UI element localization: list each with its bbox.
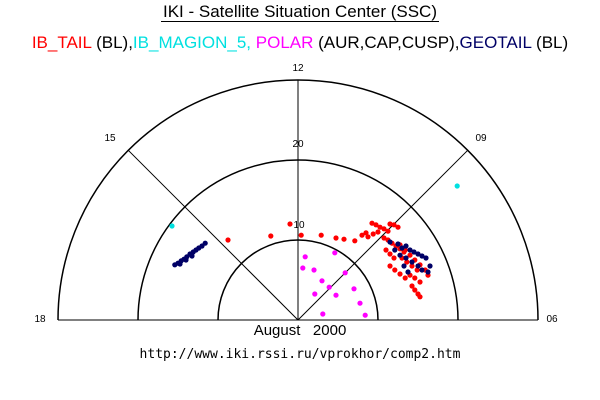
point-ib-tail — [373, 222, 379, 228]
point-polar — [312, 291, 318, 297]
point-ib-tail — [352, 238, 358, 244]
point-geotail — [423, 255, 429, 261]
grid — [57, 79, 539, 321]
point-ib-tail — [409, 283, 415, 289]
point-ib-tail — [387, 263, 393, 269]
point-ib-tail — [365, 234, 371, 240]
point-geotail — [189, 253, 195, 259]
point-ib-tail — [417, 294, 423, 300]
point-polar — [333, 292, 339, 298]
point-ib-tail — [385, 228, 391, 234]
point-ib-tail — [383, 247, 389, 253]
mlt-label-12: 12 — [292, 63, 304, 74]
legend-polar-suffix: (AUR,CAP,CUSP), — [313, 33, 460, 52]
point-geotail — [177, 261, 183, 267]
point-geotail — [405, 269, 411, 275]
radial-label-20: 20 — [292, 139, 304, 150]
point-polar — [320, 311, 326, 317]
point-ib-tail — [381, 235, 387, 241]
point-ib-tail — [375, 229, 381, 235]
radial-line-09 — [297, 149, 469, 321]
point-geotail — [409, 259, 415, 265]
point-polar — [326, 284, 332, 290]
point-geotail — [395, 241, 401, 247]
point-ib-tail — [407, 252, 413, 258]
source-url: http://www.iki.rssi.ru/vprokhor/comp2.ht… — [139, 347, 461, 362]
point-geotail — [183, 257, 189, 263]
point-ib-tail — [363, 230, 369, 236]
point-geotail — [397, 252, 403, 258]
point-ib-tail — [333, 235, 339, 241]
point-ib-tail — [412, 287, 418, 293]
point-polar — [362, 312, 368, 318]
point-geotail — [392, 247, 398, 253]
point-ib-tail — [392, 267, 398, 273]
point-ib-tail — [377, 224, 383, 230]
point-geotail — [419, 253, 425, 259]
point-polar — [351, 286, 357, 292]
point-ib-tail — [318, 232, 324, 238]
legend: IB_TAIL (BL),IB_MAGION_5, POLAR (AUR,CAP… — [0, 33, 600, 53]
point-polar — [311, 267, 317, 273]
point-geotail — [411, 249, 417, 255]
point-geotail — [399, 245, 405, 251]
data-points — [169, 183, 460, 318]
point-ib-tail — [225, 237, 231, 243]
point-ib-tail — [402, 275, 408, 281]
point-ib-tail — [404, 259, 410, 265]
point-ib-tail — [397, 271, 403, 277]
point-polar — [319, 278, 325, 284]
chart-title: IKI - Satellite Situation Center (SSC) — [160, 2, 439, 22]
point-ib-tail — [387, 221, 393, 227]
legend-geotail-suffix: (BL) — [531, 33, 569, 52]
point-geotail — [407, 247, 413, 253]
radial-line-15 — [127, 149, 299, 321]
point-ib-tail — [268, 233, 274, 239]
legend-ib-tail: IB_TAIL — [31, 33, 92, 52]
point-ib-tail — [370, 231, 376, 237]
legend-geotail: GEOTAIL — [459, 33, 532, 52]
point-ib-tail — [391, 255, 397, 261]
legend-polar: POLAR — [255, 33, 314, 52]
point-ib-tail — [414, 267, 420, 273]
point-ib-tail — [391, 222, 397, 228]
point-ib-tail — [381, 226, 387, 232]
point-polar — [332, 250, 338, 256]
point-ib-tail — [298, 232, 304, 238]
point-ib-tail — [369, 220, 375, 226]
point-ib-tail — [287, 221, 293, 227]
point-geotail — [202, 240, 208, 246]
point-geotail — [427, 263, 433, 269]
point-ib-tail — [409, 263, 415, 269]
point-polar — [300, 265, 306, 271]
point-ib-tail — [387, 251, 393, 257]
point-ib-tail — [412, 275, 418, 281]
point-polar — [302, 254, 308, 260]
point-ib-tail — [395, 224, 401, 230]
point-geotail — [403, 255, 409, 261]
radial-label-10: 10 — [293, 220, 305, 231]
mlt-label-06: 06 — [546, 314, 558, 325]
point-polar — [342, 270, 348, 276]
legend-ib-tail-suffix: (BL), — [91, 33, 133, 52]
point-geotail — [415, 263, 421, 269]
point-geotail — [419, 267, 425, 273]
point-ib-magion-5 — [454, 183, 460, 189]
date-label: August 2000 — [253, 322, 347, 339]
point-ib-tail — [341, 236, 347, 242]
point-geotail — [425, 269, 431, 275]
point-geotail — [401, 263, 407, 269]
point-ib-tail — [359, 232, 365, 238]
point-polar — [357, 300, 363, 306]
point-ib-tail — [417, 279, 423, 285]
point-geotail — [403, 243, 409, 249]
mlt-label-15: 15 — [104, 133, 116, 144]
mlt-label-09: 09 — [475, 133, 487, 144]
point-geotail — [387, 239, 393, 245]
point-geotail — [415, 251, 421, 257]
point-ib-magion-5 — [169, 223, 175, 229]
legend-ib-magion5: IB_MAGION_5, — [132, 33, 252, 52]
mlt-label-18: 18 — [34, 314, 46, 325]
